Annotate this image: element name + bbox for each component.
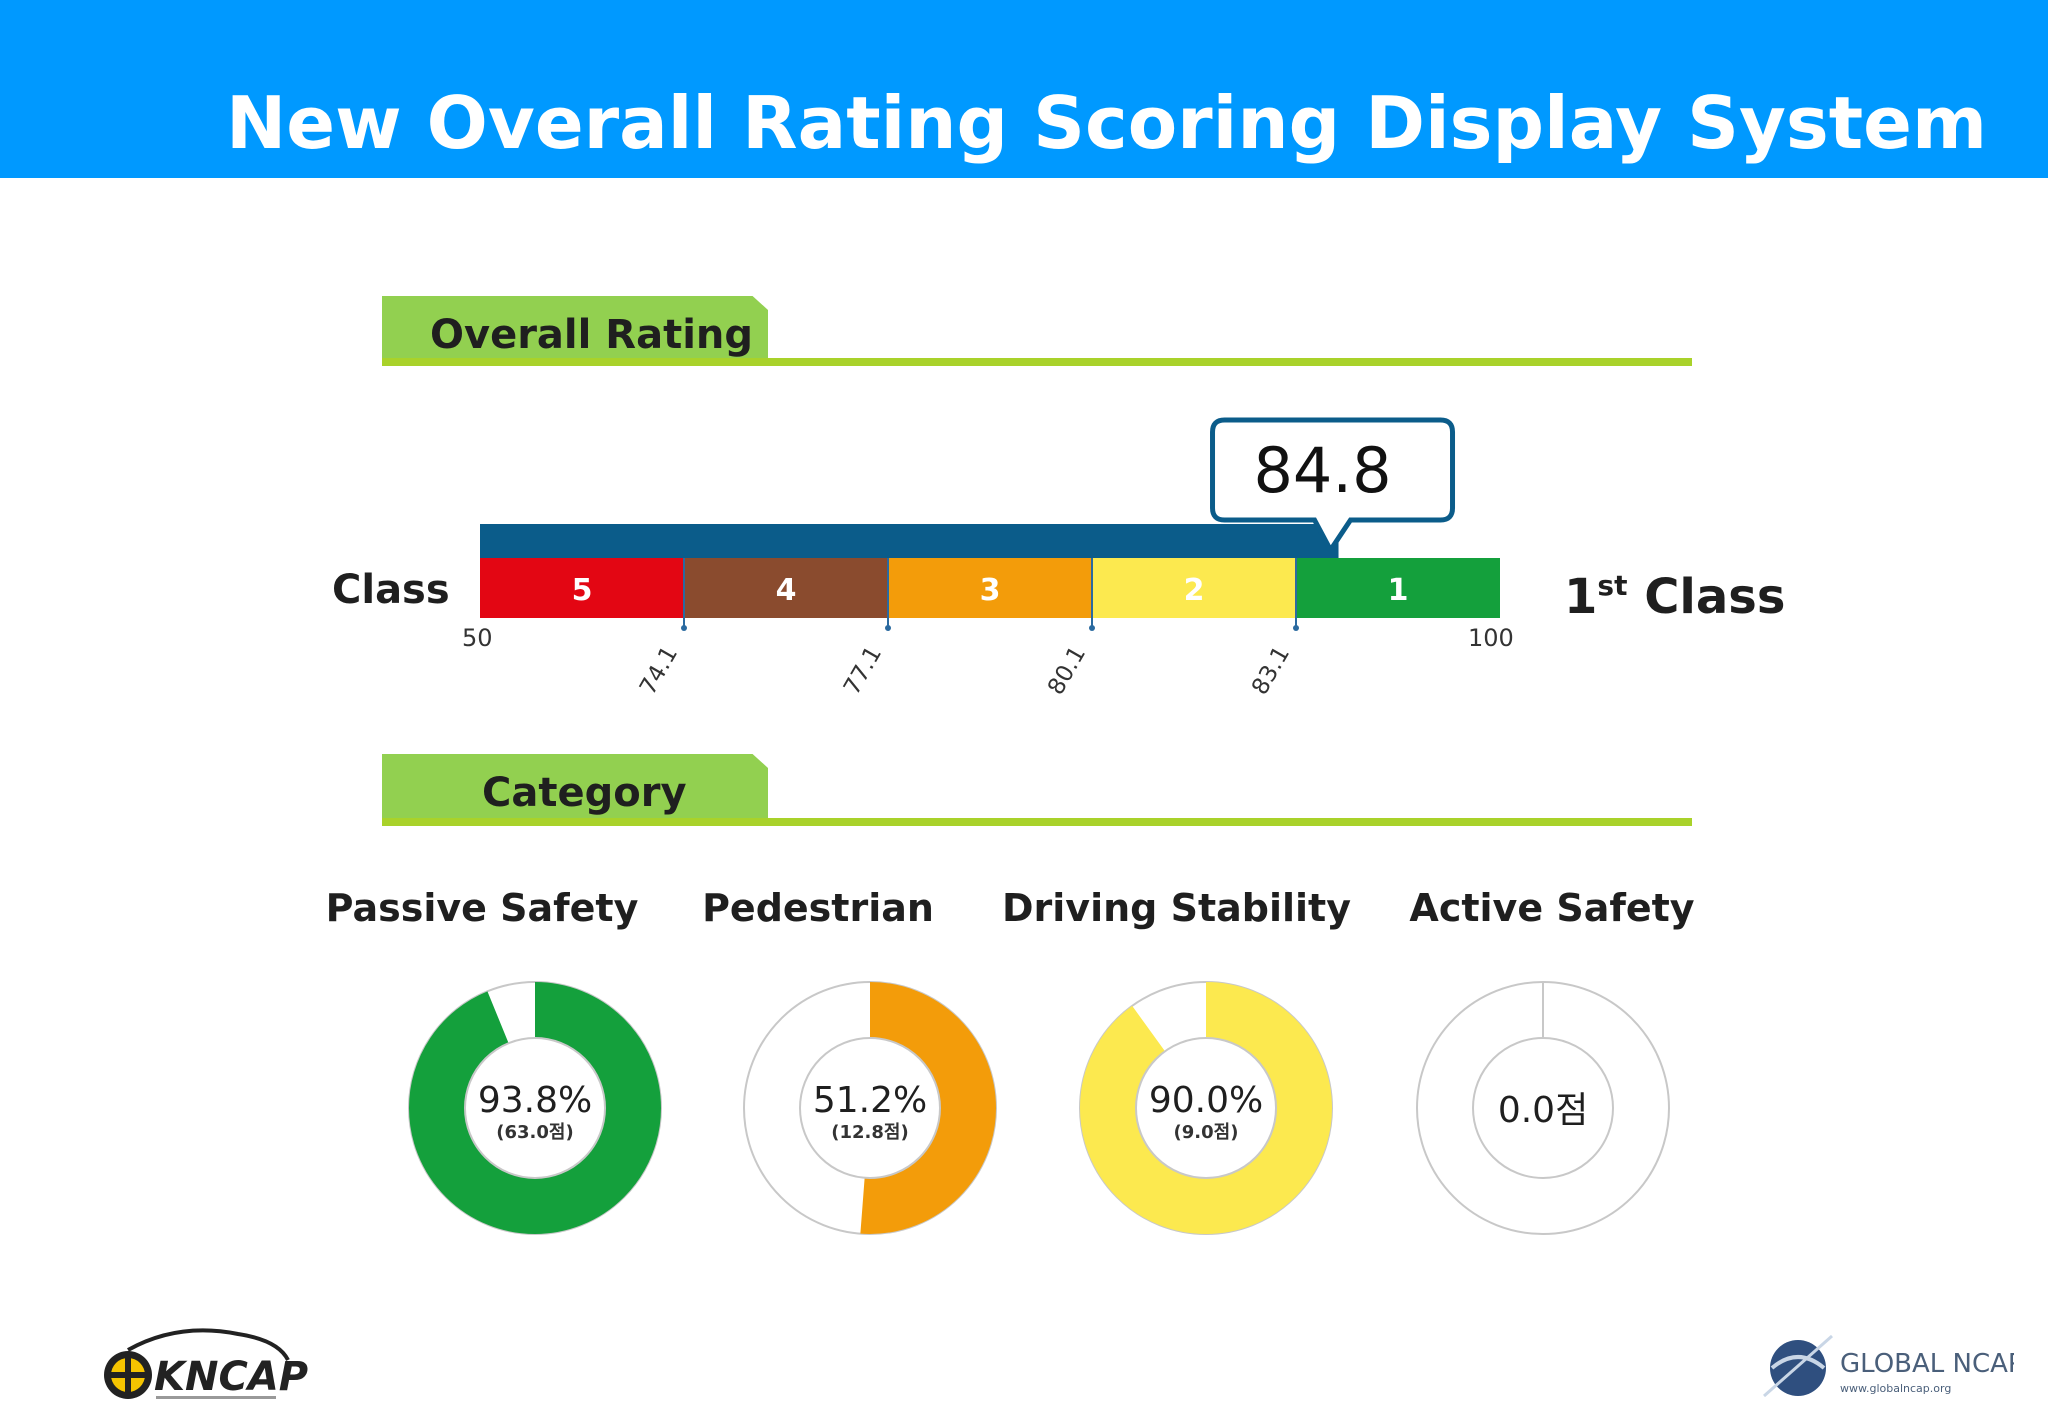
- scale-tick-label: 83.1: [1247, 642, 1295, 699]
- result-number: 1: [1564, 569, 1598, 625]
- global-ncap-logo: GLOBAL NCAP www.globalncap.org: [1763, 1334, 2014, 1398]
- category-label: Category: [482, 770, 687, 816]
- score-callout: [1210, 417, 1456, 555]
- donut-points-label: (9.0점): [1174, 1122, 1239, 1143]
- class-segment-label-2: 2: [1184, 573, 1205, 608]
- class-row-label: Class: [332, 567, 450, 613]
- scale-tick-dot: [681, 625, 687, 631]
- donut-percent-label: 93.8%: [478, 1080, 592, 1121]
- global-ncap-logo-text: GLOBAL NCAP: [1840, 1349, 2014, 1379]
- page-title: New Overall Rating Scoring Display Syste…: [226, 81, 1988, 165]
- kncap-logo-text: KNCAP: [154, 1354, 308, 1400]
- overall-rating-bar: 5 4 3 2 1 84.8 74.1 77.1 80.1 83.1: [480, 417, 1500, 699]
- donut-track-inner: [799, 1037, 941, 1179]
- class-segment-4: [684, 558, 888, 618]
- category-title-driving-stability: Driving Stability: [1002, 886, 1351, 930]
- donut-driving-stability: 90.0%(9.0점): [1079, 981, 1333, 1235]
- donut-track-inner: [1135, 1037, 1277, 1179]
- class-segment-label-1: 1: [1388, 573, 1409, 608]
- donut-points-label: (12.8점): [831, 1122, 908, 1143]
- class-segment-1: [1296, 558, 1500, 618]
- donut-track-inner: [1472, 1037, 1614, 1179]
- result-word: Class: [1644, 569, 1786, 625]
- overall-rating-label: Overall Rating: [430, 312, 754, 358]
- result-suffix: st: [1597, 569, 1628, 602]
- score-value: 84.8: [1253, 434, 1391, 507]
- donut-passive-safety: 93.8%(63.0점): [408, 981, 662, 1235]
- global-ncap-url: www.globalncap.org: [1840, 1382, 1951, 1395]
- class-segment-label-3: 3: [980, 573, 1001, 608]
- scale-tick-dot: [885, 625, 891, 631]
- class-segment-2: [1092, 558, 1296, 618]
- scale-tick-dot: [1089, 625, 1095, 631]
- category-underline: [382, 818, 1692, 826]
- category-title-pedestrian: Pedestrian: [702, 886, 934, 930]
- donut-track-inner: [464, 1037, 606, 1179]
- result-class-label: 1st Class: [1564, 560, 1785, 623]
- header-bar: New Overall Rating Scoring Display Syste…: [0, 0, 2048, 178]
- class-segment-label-4: 4: [776, 573, 797, 608]
- category-tab: [382, 754, 768, 824]
- donut-arc: [744, 982, 996, 1234]
- class-segment-3: [888, 558, 1092, 618]
- scale-tick-label: 80.1: [1043, 642, 1091, 699]
- donut-arc: [1080, 982, 1332, 1234]
- category-donuts: 93.8%(63.0점) 51.2%(12.8점) 90.0%(9.0점) 0.0점: [408, 981, 1670, 1235]
- donut-arc: [409, 982, 661, 1234]
- category-title-passive-safety: Passive Safety: [325, 886, 639, 930]
- donut-percent-label: 90.0%: [1149, 1080, 1263, 1121]
- scale-tick-label: 74.1: [635, 642, 683, 699]
- donut-pedestrian: 51.2%(12.8점): [743, 981, 997, 1235]
- donut-points-label: (63.0점): [496, 1122, 573, 1143]
- scale-tick-dot: [1293, 625, 1299, 631]
- category-title-active-safety: Active Safety: [1409, 886, 1695, 930]
- overall-rating-tab: [382, 296, 768, 366]
- class-segment-5: [480, 558, 684, 618]
- score-progress-bar: [480, 524, 1339, 558]
- kncap-logo: KNCAP: [104, 1328, 308, 1400]
- scale-max-label: 100: [1468, 624, 1514, 652]
- donut-active-safety: 0.0점: [1416, 981, 1670, 1235]
- class-segment-label-5: 5: [572, 573, 593, 608]
- scale-tick-label: 77.1: [839, 642, 887, 699]
- donut-percent-label: 0.0점: [1498, 1090, 1588, 1131]
- scale-min-label: 50: [462, 624, 493, 652]
- overall-rating-underline: [382, 358, 1692, 366]
- donut-percent-label: 51.2%: [813, 1080, 927, 1121]
